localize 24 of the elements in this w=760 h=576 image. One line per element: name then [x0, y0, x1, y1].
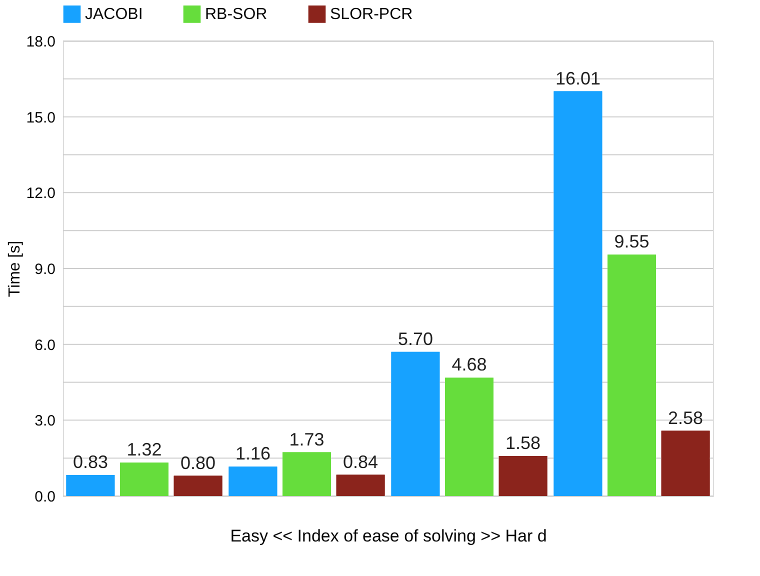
- data-label: 1.16: [235, 444, 270, 464]
- legend-label: SLOR-PCR: [330, 6, 413, 24]
- legend-label: RB-SOR: [205, 6, 268, 24]
- data-label: 4.68: [452, 354, 487, 375]
- legend-label: JACOBI: [85, 6, 143, 24]
- y-tick-label: 9.0: [34, 261, 56, 278]
- y-tick-label: 3.0: [34, 412, 56, 430]
- y-tick-label: 0.0: [34, 488, 56, 506]
- data-label: 1.32: [126, 440, 162, 460]
- data-label: 5.70: [398, 328, 433, 349]
- data-label: 0.84: [343, 452, 378, 472]
- y-tick-label: 18.0: [26, 34, 56, 50]
- data-label: 1.73: [289, 429, 324, 450]
- data-label: 2.58: [668, 408, 704, 428]
- data-label: 1.58: [506, 433, 541, 454]
- data-label: 9.55: [614, 232, 650, 252]
- y-tick-label: 6.0: [34, 336, 56, 354]
- data-label: 0.80: [180, 452, 216, 473]
- data-label: 0.83: [72, 452, 108, 472]
- data-label: 16.01: [555, 68, 600, 88]
- y-axis-title: Time [s]: [6, 240, 24, 298]
- y-tick-label: 15.0: [26, 109, 56, 126]
- y-tick-label: 12.0: [26, 185, 56, 202]
- x-axis-title: Easy << Index of ease of solving >> Har d: [230, 526, 547, 546]
